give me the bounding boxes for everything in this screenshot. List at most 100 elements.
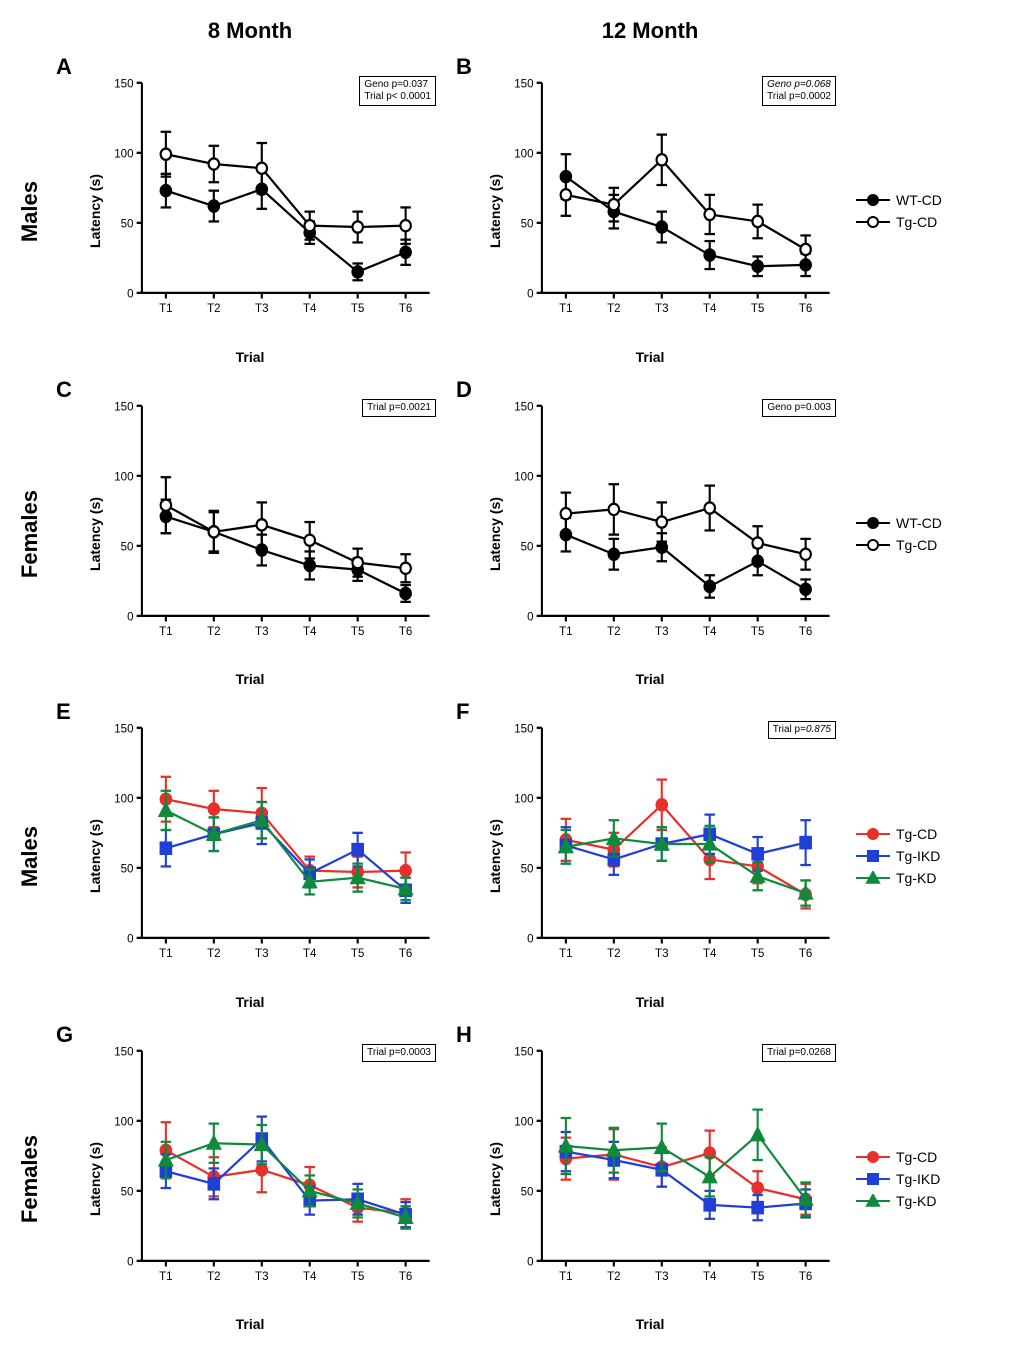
legend-item: Tg-CD [856,1149,1010,1165]
legend-label: Tg-IKD [896,848,940,864]
svg-text:T6: T6 [399,623,413,638]
legend-marker-icon [856,1150,890,1164]
x-axis-label: Trial [50,349,450,365]
panel-B: BGeno p=0.068 Trial p=0.0002Latency (s)0… [450,50,850,373]
svg-text:T6: T6 [799,946,813,961]
legend-item: Tg-CD [856,826,1010,842]
svg-text:T2: T2 [607,301,621,316]
x-axis-label: Trial [450,994,850,1010]
legend-label: WT-CD [896,192,942,208]
svg-text:T3: T3 [655,301,669,316]
svg-text:T6: T6 [399,1268,413,1283]
chart: 050100150T1T2T3T4T5T6 [102,721,438,970]
svg-text:T1: T1 [159,301,173,316]
panel-D: DGeno p=0.003Latency (s)050100150T1T2T3T… [450,373,850,696]
legend-label: Tg-CD [896,1149,937,1165]
svg-text:0: 0 [527,1253,534,1268]
panel-letter: A [56,54,72,80]
chart: 050100150T1T2T3T4T5T6 [102,1044,438,1293]
legend-item: Tg-IKD [856,1171,1010,1187]
svg-text:0: 0 [127,931,134,946]
svg-text:100: 100 [514,1113,534,1128]
y-axis-label: Latency (s) [487,1142,503,1216]
svg-text:T6: T6 [399,301,413,316]
chart: 050100150T1T2T3T4T5T6 [102,76,438,325]
y-axis-label: Latency (s) [487,497,503,571]
svg-text:50: 50 [521,216,534,231]
legend: Tg-CD Tg-IKD Tg-KD [850,1018,1010,1341]
legend-marker-icon [856,538,890,552]
svg-text:0: 0 [127,286,134,301]
svg-text:150: 150 [514,721,534,735]
svg-text:T4: T4 [303,1268,317,1283]
svg-text:50: 50 [121,861,134,876]
svg-text:50: 50 [521,861,534,876]
svg-text:100: 100 [514,791,534,806]
legend-marker-icon [856,827,890,841]
y-axis-label: Latency (s) [87,174,103,248]
svg-text:T3: T3 [655,1268,669,1283]
chart: 050100150T1T2T3T4T5T6 [102,399,438,648]
legend-item: WT-CD [856,192,1010,208]
svg-text:150: 150 [514,1044,534,1058]
svg-text:T3: T3 [255,623,269,638]
svg-text:T3: T3 [255,301,269,316]
col-header-8mo: 8 Month [50,18,450,50]
svg-text:T5: T5 [351,623,365,638]
svg-text:50: 50 [121,538,134,553]
panel-letter: C [56,377,72,403]
svg-text:T4: T4 [303,301,317,316]
svg-text:T5: T5 [351,1268,365,1283]
svg-text:100: 100 [114,1113,134,1128]
legend: WT-CDTg-CD [850,373,1010,696]
legend-marker-icon [856,849,890,863]
legend-item: WT-CD [856,515,1010,531]
panel-E: ELatency (s)050100150T1T2T3T4T5T6Trial [50,695,450,1018]
legend-item: Tg-KD [856,1193,1010,1209]
chart: 050100150T1T2T3T4T5T6 [502,721,838,970]
svg-text:T2: T2 [607,623,621,638]
svg-text:T1: T1 [559,1268,573,1283]
legend-label: Tg-KD [896,870,936,886]
legend-marker-icon [856,193,890,207]
svg-text:T5: T5 [751,1268,765,1283]
svg-text:50: 50 [121,1183,134,1198]
panel-G: GTrial p=0.0003Latency (s)050100150T1T2T… [50,1018,450,1341]
svg-text:T6: T6 [799,623,813,638]
svg-text:150: 150 [514,76,534,90]
svg-text:T1: T1 [559,946,573,961]
svg-text:T3: T3 [255,946,269,961]
svg-text:T1: T1 [159,1268,173,1283]
svg-text:T5: T5 [351,946,365,961]
panel-letter: E [56,699,71,725]
svg-text:50: 50 [521,538,534,553]
svg-text:T2: T2 [207,623,221,638]
svg-text:T2: T2 [207,301,221,316]
svg-text:100: 100 [514,146,534,161]
x-axis-label: Trial [50,671,450,687]
panel-A: AGeno p=0.037 Trial p< 0.0001Latency (s)… [50,50,450,373]
legend-label: Tg-IKD [896,1171,940,1187]
y-axis-label: Latency (s) [87,1142,103,1216]
legend-label: WT-CD [896,515,942,531]
legend-marker-icon [856,871,890,885]
svg-text:T6: T6 [399,946,413,961]
legend-label: Tg-CD [896,826,937,842]
x-axis-label: Trial [50,1316,450,1332]
legend-marker-icon [856,1172,890,1186]
svg-text:T6: T6 [799,301,813,316]
svg-text:0: 0 [527,931,534,946]
legend-item: Tg-CD [856,214,1010,230]
col-header-12mo: 12 Month [450,18,850,50]
chart: 050100150T1T2T3T4T5T6 [502,1044,838,1293]
svg-text:T2: T2 [607,946,621,961]
svg-text:50: 50 [121,216,134,231]
svg-text:T1: T1 [159,946,173,961]
legend: Tg-CD Tg-IKD Tg-KD [850,695,1010,1018]
svg-text:0: 0 [527,286,534,301]
legend-item: Tg-IKD [856,848,1010,864]
panel-F: FTrial p=0.875Latency (s)050100150T1T2T3… [450,695,850,1018]
svg-text:0: 0 [127,608,134,623]
panel-C: CTrial p=0.0021Latency (s)050100150T1T2T… [50,373,450,696]
svg-text:150: 150 [514,399,534,413]
